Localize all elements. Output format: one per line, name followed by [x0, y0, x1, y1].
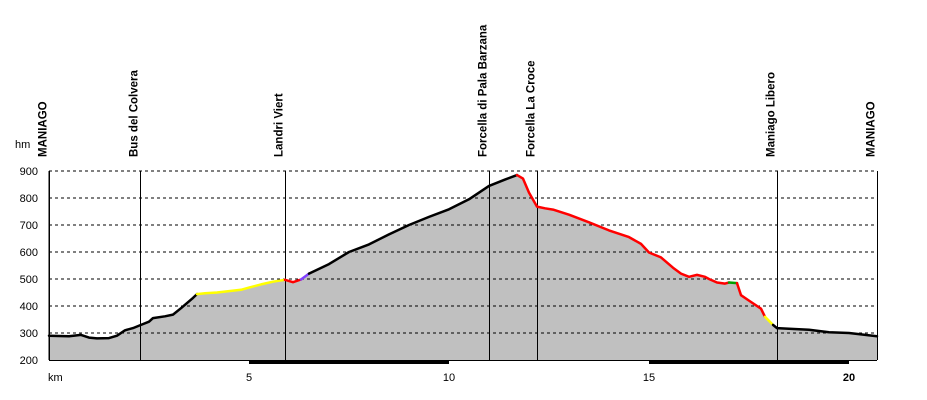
profile-segment-6: [727, 281, 739, 285]
y-tick-label-400: 400: [20, 301, 38, 313]
profile-segment-4: [307, 173, 519, 275]
profile-segment-7: [735, 281, 767, 319]
x-tick-label-15: 15: [643, 372, 655, 384]
waypoint-label-4: Forcella La Croce: [526, 60, 538, 157]
waypoint-label-2: Landri Viert: [274, 93, 286, 157]
profile-segment-5: [515, 173, 731, 285]
grid-lines: [49, 170, 877, 334]
profile-segment-3: [299, 272, 311, 281]
y-axis-unit: hm: [15, 139, 30, 151]
profile-segment-2: [283, 278, 303, 284]
y-tick-label-300: 300: [20, 328, 38, 340]
y-tick-label-700: 700: [20, 220, 38, 232]
profile-segment-9: [771, 323, 879, 338]
profile-segment-1: [195, 278, 287, 296]
y-tick-label-900: 900: [20, 166, 38, 178]
y-tick-label-200: 200: [20, 355, 38, 367]
y-tick-label-600: 600: [20, 247, 38, 259]
km-band-3: [649, 360, 849, 364]
profile-area: [49, 175, 877, 360]
km-band-1: [249, 360, 449, 364]
x-tick-label-20: 20: [843, 372, 855, 384]
profile-fill: [49, 175, 877, 360]
axes: 900 800 700 600 500 400 300 200 5 10 15 20: [20, 166, 877, 384]
x-tick-label-10: 10: [443, 372, 455, 384]
profile-segment-0: [47, 292, 199, 340]
y-tick-label-500: 500: [20, 274, 38, 286]
waypoint-label-1: Bus del Colvera: [129, 69, 141, 157]
x-tick-label-5: 5: [246, 372, 252, 384]
waypoint-label-5: Maniago Libero: [766, 72, 778, 157]
y-tick-label-800: 800: [20, 193, 38, 205]
waypoint-label-0: MANIAGO: [38, 101, 50, 157]
profile-line: [47, 173, 879, 340]
waypoint-label-3: Forcella di Pala Barzana: [478, 24, 490, 157]
waypoints: MANIAGO Bus del Colvera Landri Viert Forcel…: [38, 24, 878, 360]
profile-segment-8: [763, 315, 775, 327]
waypoint-label-6: MANIAGO: [866, 101, 878, 157]
x-axis-unit: km: [48, 372, 63, 384]
